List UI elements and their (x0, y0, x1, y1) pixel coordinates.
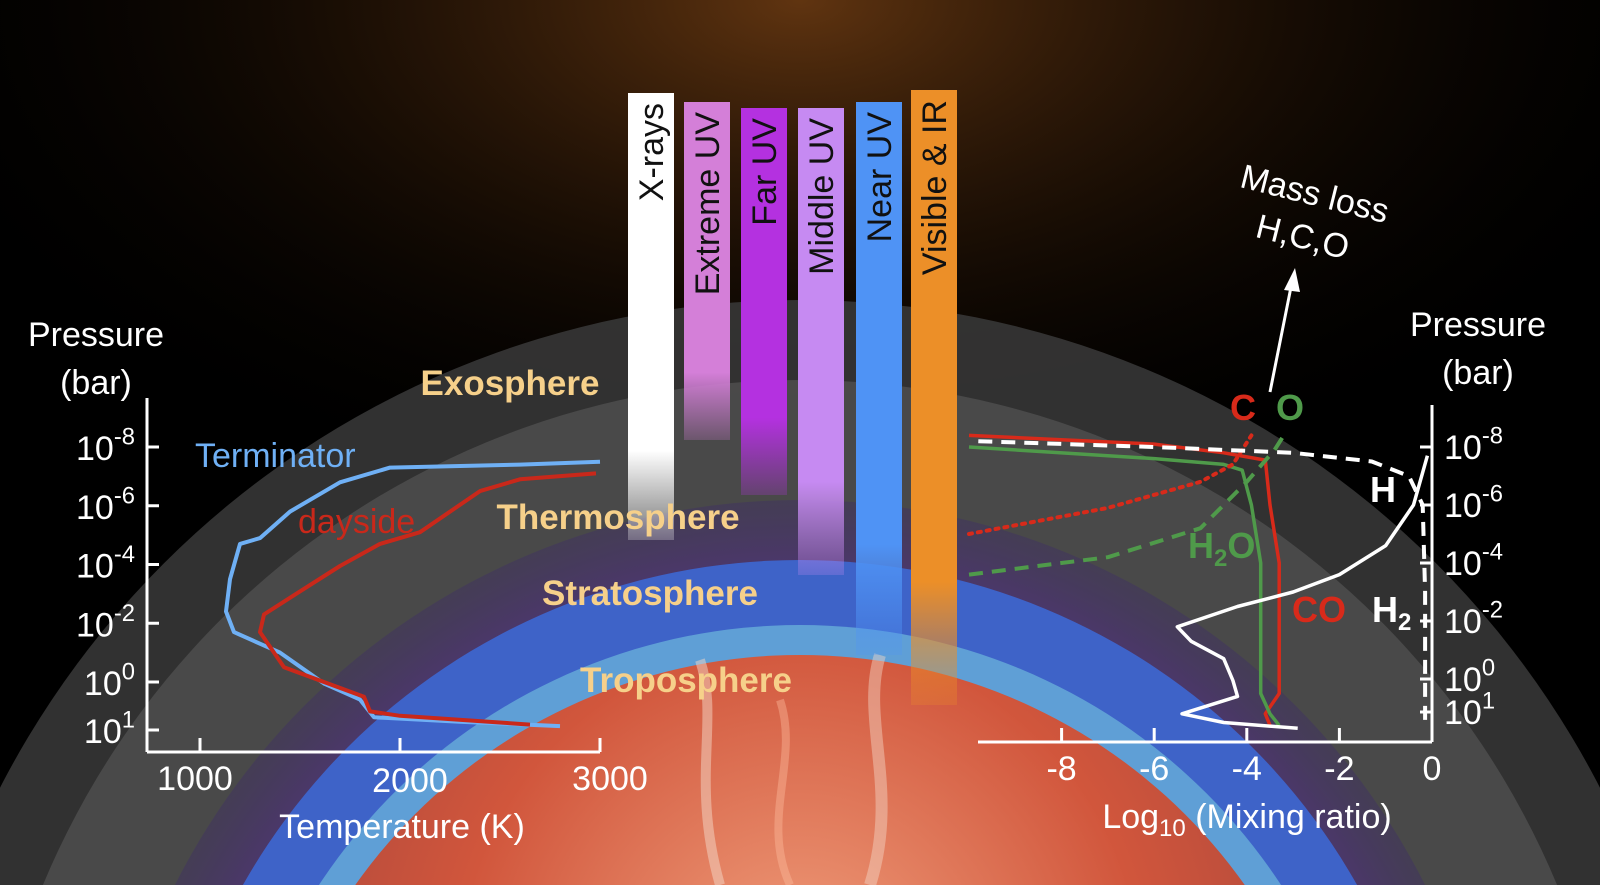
band-label: Middle UV (803, 118, 841, 275)
series-o (968, 434, 1286, 577)
layer-stratosphere: Stratosphere (542, 574, 758, 613)
y-axis-title: Pressure (1410, 306, 1546, 344)
x-tick-label: -8 (1046, 750, 1076, 788)
series-label-h: H (1370, 469, 1396, 510)
series-label-dayside: dayside (298, 503, 415, 541)
series-label-c: C (1230, 387, 1256, 428)
layer-thermosphere: Thermosphere (496, 498, 739, 537)
y-tick-label: 10-6 (1444, 481, 1503, 525)
arrow-head (1284, 268, 1300, 292)
planet-surface (355, 655, 1245, 885)
band-label: Near UV (861, 112, 899, 243)
cloud-band (695, 658, 725, 885)
band-bar (798, 108, 844, 575)
x-tick-label: 2000 (372, 762, 448, 800)
series-co (968, 433, 1281, 727)
x-tick-label: 3000 (572, 760, 648, 798)
band-label: X-rays (633, 103, 671, 201)
series-dayside (258, 471, 597, 727)
band-visible-ir: Visible & IR (911, 90, 957, 705)
band-bar (628, 93, 674, 540)
band-bar (684, 102, 730, 440)
y-tick-label: 101 (1444, 688, 1495, 732)
y-tick-label: 10-8 (76, 424, 135, 468)
y-tick-label: 100 (1444, 655, 1495, 699)
layer-troposphere: Troposphere (580, 661, 792, 700)
layer-exosphere: Exosphere (421, 364, 600, 403)
spectrum-bands: X-rays Extreme UV Far UV Middle UV Near UV Vi… (628, 90, 957, 705)
band-near-uv: Near UV (856, 102, 902, 655)
series-label-h2: H2 (1372, 589, 1411, 636)
y-tick-label: 10-6 (76, 482, 135, 526)
x-tick-label: -6 (1139, 750, 1169, 788)
series-c (967, 433, 1254, 536)
x-axis-title: Temperature (K) (279, 808, 525, 846)
band-extreme-uv: Extreme UV (684, 102, 730, 440)
band-bar (741, 108, 787, 495)
band-label: Far UV (746, 118, 784, 226)
x-axis-title: Log10 (Mixing ratio) (1102, 798, 1391, 842)
band-far-uv: Far UV (741, 108, 787, 495)
band-label: Visible & IR (916, 100, 954, 275)
series-label-terminator: Terminator (195, 437, 356, 475)
series-h2o (968, 445, 1281, 727)
series-label-h2o: H2O (1188, 525, 1255, 572)
series-h (978, 439, 1428, 726)
x-tick-label: -2 (1324, 750, 1354, 788)
mass-loss-arrow (1268, 281, 1294, 393)
cloud-band (774, 698, 794, 885)
sun (433, 0, 1167, 100)
y-axis-title: Pressure (28, 316, 164, 354)
band-middle-uv: Middle UV (798, 108, 844, 575)
series-label-co: CO (1292, 589, 1346, 630)
band-label: Extreme UV (689, 112, 727, 296)
y-tick-label: 100 (84, 659, 135, 703)
band-x-rays: X-rays (628, 93, 674, 540)
y-tick-label: 10-2 (1444, 597, 1503, 641)
series-h2 (1175, 455, 1430, 731)
series-label-o: O (1276, 387, 1304, 428)
y-tick-label: 101 (84, 707, 135, 751)
y-tick-label: 10-8 (1444, 423, 1503, 467)
band-bar (856, 102, 902, 655)
x-tick-label: 0 (1423, 750, 1442, 788)
y-tick-label: 10-4 (76, 541, 135, 585)
y-tick-label: 10-4 (1444, 539, 1503, 583)
x-tick-label: -4 (1232, 750, 1262, 788)
cloud-band (864, 653, 888, 885)
band-bar (911, 90, 957, 705)
y-axis-unit: (bar) (60, 364, 132, 402)
y-axis-unit: (bar) (1442, 354, 1514, 392)
x-tick-label: 1000 (157, 760, 233, 798)
y-tick-label: 10-2 (76, 600, 135, 644)
